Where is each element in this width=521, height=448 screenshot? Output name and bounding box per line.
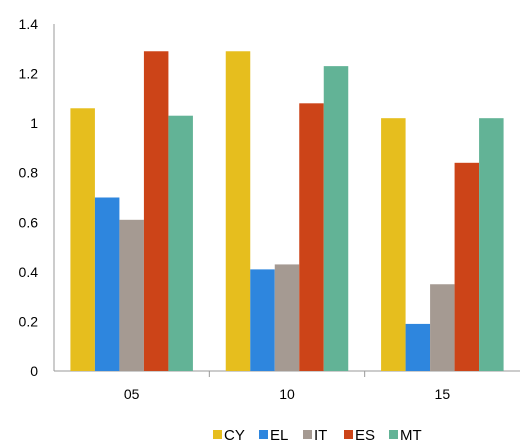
bar-el-05: [94, 197, 120, 371]
legend-swatch-mt: [389, 430, 398, 439]
legend-swatch-es: [344, 430, 353, 439]
legend-swatch-el: [259, 430, 268, 439]
bar-cy-10: [225, 51, 251, 372]
bar-es-05: [143, 51, 169, 372]
legend-label-es: ES: [355, 427, 375, 444]
bar-el-10: [250, 269, 275, 371]
y-tick-label: 0.6: [19, 214, 39, 230]
bar-it-10: [274, 264, 300, 371]
bar-es-10: [299, 103, 324, 372]
legend-swatch-it: [303, 430, 312, 439]
x-tick-label: 15: [435, 386, 451, 402]
bar-mt-10: [323, 66, 349, 371]
bar-cy-15: [381, 118, 406, 371]
bar-mt-15: [479, 118, 504, 371]
legend-label-el: EL: [270, 427, 288, 444]
y-tick-label: 1.2: [19, 66, 39, 82]
legend-label-mt: MT: [400, 427, 422, 444]
y-tick-label: 0: [30, 363, 38, 379]
bar-it-05: [119, 219, 144, 371]
y-tick-label: 0.4: [19, 264, 39, 280]
y-tick-label: 0.2: [19, 313, 39, 329]
bar-cy-05: [70, 108, 95, 372]
bar-it-15: [430, 284, 455, 371]
bar-es-15: [454, 162, 480, 371]
y-tick-label: 1: [30, 115, 38, 131]
legend-label-cy: CY: [224, 427, 245, 444]
x-axis: 05 10 15: [54, 370, 520, 402]
legend-swatch-cy: [213, 430, 222, 439]
bars: [70, 51, 504, 372]
y-axis: 0 0.2 0.4 0.6 0.8 1 1.2 1.4: [19, 16, 55, 379]
bar-mt-05: [168, 115, 193, 371]
x-tick-label: 05: [124, 386, 140, 402]
bar-el-15: [405, 323, 431, 371]
legend-label-it: IT: [314, 427, 327, 444]
legend: CY EL IT ES MT: [213, 427, 422, 444]
x-tick-label: 10: [279, 386, 295, 402]
y-tick-label: 0.8: [19, 165, 39, 181]
y-tick-label: 1.4: [19, 16, 39, 32]
